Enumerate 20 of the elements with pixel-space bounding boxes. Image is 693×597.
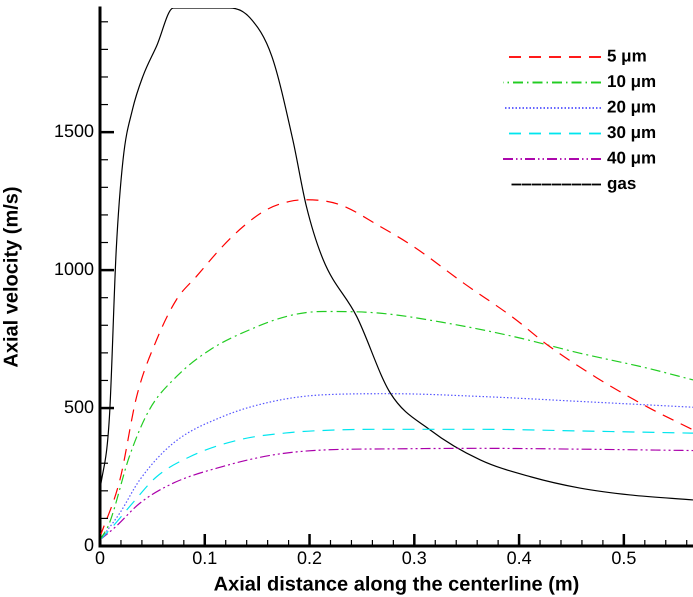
y-tick-label: 1000 [54,259,94,280]
x-tick-label: 0.2 [297,548,322,568]
legend-label: 10 μm [607,72,656,92]
y-tick-label: 0 [84,534,94,555]
y-tick-label: 500 [64,397,94,418]
line-series [100,428,693,541]
legend-label: 20 μm [607,98,656,117]
x-tick-label: 0.5 [611,548,636,568]
x-tick-label: 0.3 [402,548,427,568]
x-axis-title: Axial distance along the centerline (m) [214,574,580,596]
x-tick-label: 0.4 [506,548,532,568]
legend-label: gas [607,174,636,194]
legend-label: 30 μm [607,123,656,142]
line-series [100,448,693,541]
line-series [100,310,693,541]
y-tick-label: 1500 [54,121,94,142]
legend-label: 5 μm [607,46,647,66]
x-tick-label: 0.1 [192,548,218,568]
y-axis-title: Axial velocity (m/s) [0,186,23,368]
legend-label: 40 μm [607,148,656,168]
